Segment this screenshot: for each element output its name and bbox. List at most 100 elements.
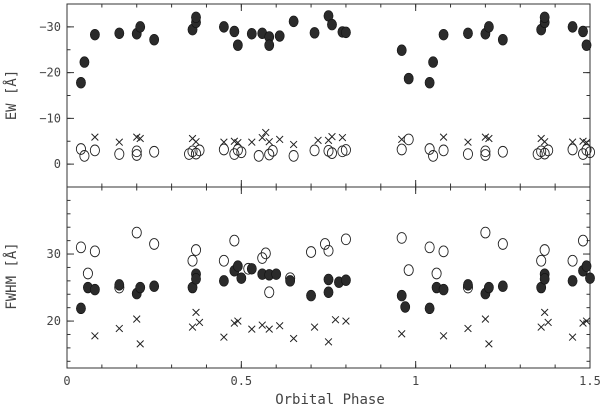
- open-circle-point: [480, 145, 491, 158]
- open-circle-point: [82, 267, 93, 280]
- y-tick-label: 0: [54, 157, 61, 171]
- filled-circle-point: [539, 273, 550, 285]
- cross-point: [331, 315, 340, 324]
- filled-circle-point: [567, 21, 578, 33]
- open-circle-point: [340, 144, 351, 156]
- filled-circle-point: [79, 56, 90, 68]
- cross-point: [537, 323, 545, 331]
- cross-point: [568, 333, 577, 341]
- open-circle-point: [396, 232, 407, 244]
- filled-circle-point: [89, 28, 100, 41]
- filled-circle-point: [218, 275, 229, 287]
- filled-circle-point: [539, 11, 550, 23]
- cross-point: [115, 138, 124, 146]
- open-circle-point: [288, 150, 299, 162]
- x-axis-label: Orbital Phase: [275, 392, 385, 408]
- cross-point: [342, 317, 350, 325]
- open-circle-point: [309, 144, 320, 157]
- filled-circle-point: [135, 281, 146, 294]
- filled-circle-point: [285, 275, 296, 287]
- filled-circle-point: [274, 30, 285, 42]
- filled-circle-point: [581, 260, 592, 272]
- open-circle-point: [75, 143, 86, 155]
- cross-point: [91, 332, 99, 340]
- cross-point: [485, 340, 493, 348]
- open-circle-point: [567, 143, 578, 156]
- cross-point: [192, 308, 200, 317]
- filled-circle-point: [232, 39, 243, 51]
- top-panel-frame: [66, 3, 591, 188]
- filled-circle-point: [585, 272, 595, 284]
- open-circle-point: [539, 244, 550, 256]
- filled-circle-point: [89, 283, 100, 296]
- open-circle-point: [264, 148, 275, 161]
- filled-circle-point: [232, 260, 243, 272]
- filled-circle-point: [403, 72, 414, 85]
- open-circle-point: [319, 238, 331, 250]
- open-circle-point: [229, 148, 240, 160]
- filled-circle-point: [438, 28, 449, 41]
- filled-circle-point: [341, 274, 351, 286]
- cross-point: [261, 128, 270, 137]
- filled-circle-point: [581, 39, 592, 51]
- cross-point: [439, 332, 448, 340]
- filled-circle-point: [497, 280, 508, 292]
- cross-point: [195, 318, 204, 327]
- x-tick-label: 1: [412, 374, 419, 388]
- open-circle-point: [431, 267, 442, 280]
- open-circle-point: [424, 143, 435, 155]
- bottom-panel-ticks: 0 0.5 1 1.5 20 30: [47, 187, 600, 388]
- open-circle-point: [403, 133, 414, 146]
- filled-circle-point: [424, 76, 435, 89]
- open-circle-point: [236, 146, 247, 159]
- filled-circle-point: [463, 27, 473, 39]
- filled-circle-point: [309, 27, 320, 39]
- filled-circle-point: [149, 280, 160, 292]
- open-circle-point: [267, 145, 278, 157]
- filled-circle-point: [218, 21, 229, 33]
- open-circle-point: [257, 252, 268, 264]
- open-circle-point: [567, 254, 578, 267]
- cross-point: [188, 323, 197, 331]
- cross-point: [220, 333, 228, 341]
- cross-point: [544, 318, 552, 327]
- cross-point: [258, 321, 267, 329]
- cross-point: [439, 133, 448, 141]
- bottom-panel: 0 0.5 1 1.5 20 30 FWHM [Å] Orbital Phase: [3, 186, 600, 408]
- open-circle-point: [438, 245, 449, 258]
- open-circle-point: [183, 148, 195, 160]
- open-circle-point: [424, 241, 435, 254]
- open-circle-point: [190, 244, 202, 256]
- open-circle-point: [89, 144, 100, 157]
- filled-circle-point: [114, 279, 125, 291]
- filled-circle-point: [191, 11, 201, 23]
- x-tick-label: 1.5: [579, 374, 600, 388]
- filled-circle-point: [463, 279, 473, 291]
- top-panel-marks: [75, 10, 596, 162]
- open-circle-point: [497, 238, 508, 250]
- cross-point: [258, 133, 267, 142]
- y-tick-label: −30: [39, 20, 61, 34]
- y-tick-label: −10: [39, 111, 61, 125]
- cross-point: [397, 330, 406, 338]
- y-tick-label: −20: [39, 66, 61, 80]
- cross-point: [265, 325, 273, 333]
- open-circle-point: [340, 233, 351, 246]
- open-circle-point: [89, 245, 100, 258]
- open-circle-point: [194, 144, 205, 157]
- cross-point: [338, 133, 347, 142]
- filled-circle-point: [323, 286, 334, 298]
- x-tick-label: 0.5: [230, 374, 252, 388]
- filled-circle-point: [264, 39, 275, 51]
- open-circle-point: [323, 145, 334, 157]
- cross-point: [234, 317, 242, 325]
- open-circle-point: [229, 234, 240, 247]
- y-tick-label: 30: [47, 247, 61, 261]
- filled-circle-point: [114, 27, 125, 39]
- cross-point: [328, 132, 336, 141]
- filled-circle-point: [483, 281, 494, 294]
- open-circle-point: [536, 254, 547, 267]
- cross-point: [481, 315, 490, 323]
- open-circle-point: [306, 246, 317, 258]
- filled-circle-point: [396, 289, 407, 302]
